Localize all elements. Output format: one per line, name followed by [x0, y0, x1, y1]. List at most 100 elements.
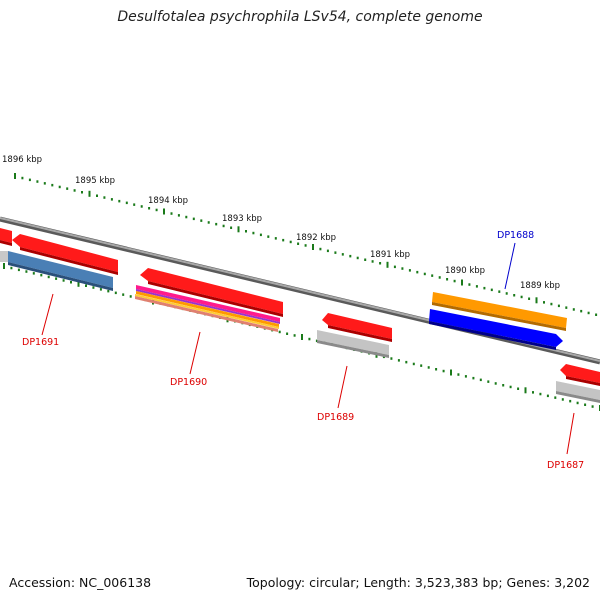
ruler-tick-bottom-major [301, 334, 303, 340]
ruler-tick-top-minor [282, 238, 285, 242]
ruler-tick-bottom-minor [17, 268, 20, 272]
ruler-tick-top-minor [297, 242, 300, 245]
ruler-tick-bottom-minor [442, 369, 445, 373]
gene-feature-dp1689-grey[interactable] [317, 330, 389, 355]
ruler-tick-bottom-minor [10, 266, 13, 270]
ruler-ticks-top [14, 173, 598, 316]
genome-title: Desulfotalea psychrophila LSv54, complet… [117, 9, 483, 25]
ruler-tick-top-major [312, 244, 314, 250]
ruler-tick-top-major [237, 226, 240, 233]
ruler-tick-top-minor [341, 253, 344, 256]
ruler-tick-bottom-major [77, 280, 80, 287]
gene-arrow-dp1689-shade [328, 325, 392, 342]
gene-stripe-orange [136, 291, 279, 327]
ruler-tick-bottom-minor [479, 378, 482, 382]
leader-line-dp1688 [504, 242, 516, 290]
ruler-tick-bottom-minor [122, 293, 125, 296]
ruler-tick-top-minor [379, 262, 382, 265]
ruler-tick-top-minor [319, 247, 322, 251]
gene-stripe-yellow [135, 294, 279, 329]
gene-label-dp1691[interactable]: DP1691 [22, 337, 59, 348]
ruler-tick-top-minor [43, 182, 46, 185]
gene-arrow-dp1691[interactable] [12, 234, 118, 272]
ruler-tick-bottom-major [450, 369, 452, 376]
ruler-tick-top-minor [207, 221, 210, 224]
ruler-tick-bottom-minor [532, 391, 534, 394]
gene-arrow-dp1689[interactable] [322, 313, 392, 339]
ruler-tick-bottom-minor [25, 270, 28, 273]
ruler-tick-top-minor [215, 222, 218, 226]
gene-feature-dp1688-orange[interactable] [432, 292, 567, 328]
gene-arrow-dp1687[interactable] [560, 364, 600, 383]
gene-arrow-dp1688-blue[interactable] [429, 309, 563, 347]
ruler-tick-bottom-minor [472, 376, 475, 380]
ruler-tick-bottom-minor [405, 360, 408, 364]
ruler-tick-top-minor [431, 274, 434, 277]
gene-arrow-partial-left[interactable] [0, 228, 12, 243]
ruler-tick-bottom-minor [55, 277, 58, 280]
ruler-tick-top-minor [587, 311, 590, 315]
ruler-label: 1892 kbp [296, 233, 336, 243]
ruler-tick-top-minor [66, 187, 69, 190]
gene-label-dp1690[interactable]: DP1690 [170, 377, 207, 388]
gene-features [0, 228, 600, 403]
ruler-tick-bottom-minor [85, 284, 87, 287]
ruler-tick-top-minor [103, 196, 106, 199]
ruler-tick-top-minor [468, 283, 471, 286]
ruler-tick-bottom-minor [315, 339, 318, 343]
gene-feature-dp1687-grey[interactable] [556, 381, 600, 400]
ruler-tick-top-minor [81, 191, 83, 194]
ruler-tick-bottom-minor [412, 362, 415, 366]
ruler-tick-bottom-minor [561, 398, 564, 401]
ruler-tick-bottom-minor [420, 364, 423, 367]
gene-arrow-dp1690[interactable] [140, 268, 283, 314]
ruler-tick-bottom-minor [502, 384, 505, 387]
ruler-tick-top-minor [401, 267, 404, 270]
gene-label-dp1688[interactable]: DP1688 [497, 230, 534, 241]
ruler-tick-bottom-minor [591, 405, 594, 408]
ruler-tick-top-minor [557, 304, 560, 308]
gene-feature-dp1691-grey[interactable] [0, 251, 8, 262]
ruler-tick-top-minor [520, 295, 523, 299]
ruler-tick-top-minor [580, 309, 583, 313]
gene-label-dp1689[interactable]: DP1689 [317, 412, 354, 423]
ruler-tick-top-minor [505, 292, 508, 295]
ruler-tick-top-minor [572, 308, 575, 311]
ruler-tick-top-minor [118, 199, 121, 203]
gene-arrow-partial-left-shade [0, 240, 12, 246]
gene-label-dp1687[interactable]: DP1687 [547, 460, 584, 471]
ruler-tick-bottom-minor [92, 286, 95, 289]
ruler-tick-bottom-minor [584, 403, 587, 406]
gene-arrow-dp1687-shade [566, 376, 600, 386]
ruler-tick-top-minor [364, 258, 367, 261]
ruler-tick-top-minor [416, 270, 419, 274]
ruler-tick-top-minor [51, 183, 54, 187]
leader-line-dp1691 [41, 293, 54, 336]
ruler-tick-bottom-minor [457, 373, 460, 376]
ruler-tick-top-minor [170, 212, 173, 215]
ruler-tick-top-minor [498, 290, 501, 293]
ruler-label: 1893 kbp [222, 214, 262, 224]
ruler-tick-top-minor [550, 302, 553, 306]
ruler-tick-top-major [386, 261, 389, 268]
ruler-tick-top-minor [192, 217, 195, 221]
ruler-tick-top-minor [483, 286, 486, 290]
ruler-tick-bottom-minor [286, 332, 289, 335]
ruler-tick-bottom-minor [40, 273, 43, 277]
ruler-tick-top-minor [21, 176, 24, 180]
ruler-tick-bottom-minor [576, 401, 579, 405]
ruler-tick-top-minor [222, 224, 225, 228]
ruler-tick-top-minor [453, 279, 456, 283]
ruler-label: 1896 kbp [2, 155, 42, 165]
ruler-tick-top-minor [356, 256, 359, 260]
ruler-tick-bottom-minor [546, 394, 549, 398]
ruler-tick-bottom-major [524, 387, 527, 394]
ruler-tick-bottom-minor [308, 337, 311, 341]
ruler-tick-top-minor [125, 201, 128, 205]
ruler-tick-bottom-minor [569, 399, 572, 403]
ruler-tick-top-minor [423, 272, 426, 276]
gene-feature-dp1691-blue[interactable] [8, 251, 113, 288]
accession-text: Accession: NC_006138 [9, 575, 152, 590]
ruler-tick-top-minor [133, 203, 136, 206]
